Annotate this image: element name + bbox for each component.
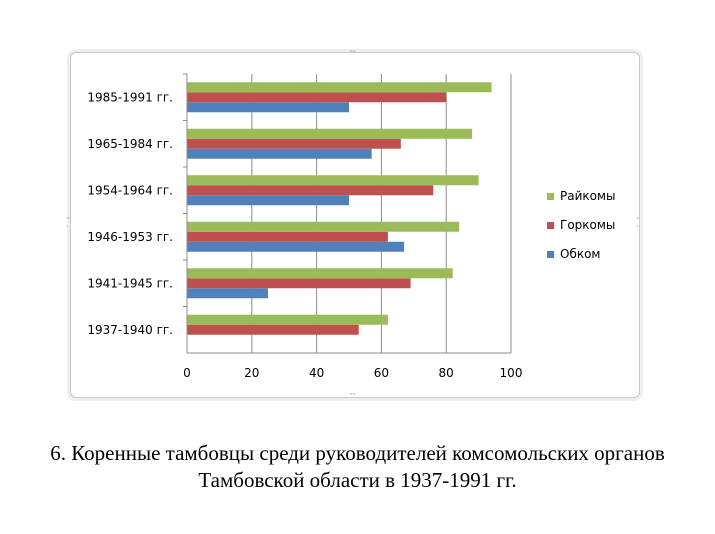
gridlines xyxy=(251,74,512,353)
resize-handle-top[interactable]: ···· xyxy=(349,47,356,56)
caption-line-2: Тамбовской области в 1937-1991 гг. xyxy=(198,468,517,492)
x-tick-label: 60 xyxy=(374,366,389,380)
figure-caption: 6. Коренные тамбовцы среди руководителей… xyxy=(0,440,715,494)
bar-Обком xyxy=(187,288,268,299)
bar-Обком xyxy=(187,195,349,206)
bar-Обком xyxy=(187,102,349,113)
legend-label: Райкомы xyxy=(560,189,616,203)
bars xyxy=(187,82,492,335)
bar-Райкомы xyxy=(187,128,473,139)
bar-Обком xyxy=(187,241,405,252)
legend-label: Обком xyxy=(560,247,601,261)
bar-Горкомы xyxy=(187,185,434,196)
x-tick-label: 80 xyxy=(439,366,454,380)
bar-Горкомы xyxy=(187,92,447,103)
bar-Горкомы xyxy=(187,278,411,289)
legend-swatch xyxy=(547,222,554,229)
bar-Райкомы xyxy=(187,175,479,186)
category-label: 1941-1945 гг. xyxy=(87,276,173,290)
category-labels: 1937-1940 гг. 1941-1945 гг. 1946-1953 гг. 1… xyxy=(87,90,173,337)
category-label: 1985-1991 гг. xyxy=(87,90,173,104)
bar-Горкомы xyxy=(187,324,359,335)
x-tick-label: 100 xyxy=(500,366,523,380)
resize-handle-right[interactable]: ··· xyxy=(636,214,640,231)
bar-Горкомы xyxy=(187,231,388,242)
bar-Райкомы xyxy=(187,221,460,232)
x-tick-label: 40 xyxy=(309,366,324,380)
category-label: 1946-1953 гг. xyxy=(87,230,173,244)
legend: Райкомы Горкомы Обком xyxy=(547,189,616,261)
bar-Обком xyxy=(187,148,372,159)
legend-label: Горкомы xyxy=(560,218,615,232)
category-label: 1954-1964 гг. xyxy=(87,183,173,197)
x-tick-label: 0 xyxy=(183,366,191,380)
x-tick-labels: 0 20 40 60 80 100 xyxy=(183,366,522,380)
legend-swatch xyxy=(547,251,554,258)
x-tick-label: 20 xyxy=(244,366,259,380)
resize-handle-bottom[interactable]: ···· xyxy=(349,390,356,399)
category-label: 1937-1940 гг. xyxy=(87,323,173,337)
caption-line-1: 6. Коренные тамбовцы среди руководителей… xyxy=(50,441,665,465)
bar-Горкомы xyxy=(187,138,401,149)
bar-Райкомы xyxy=(187,268,453,279)
bar-Райкомы xyxy=(187,82,492,93)
bar-Райкомы xyxy=(187,314,388,325)
axes xyxy=(183,73,511,354)
category-label: 1965-1984 гг. xyxy=(87,137,173,151)
resize-handle-left[interactable]: ··· xyxy=(66,214,70,231)
legend-swatch xyxy=(547,193,554,200)
